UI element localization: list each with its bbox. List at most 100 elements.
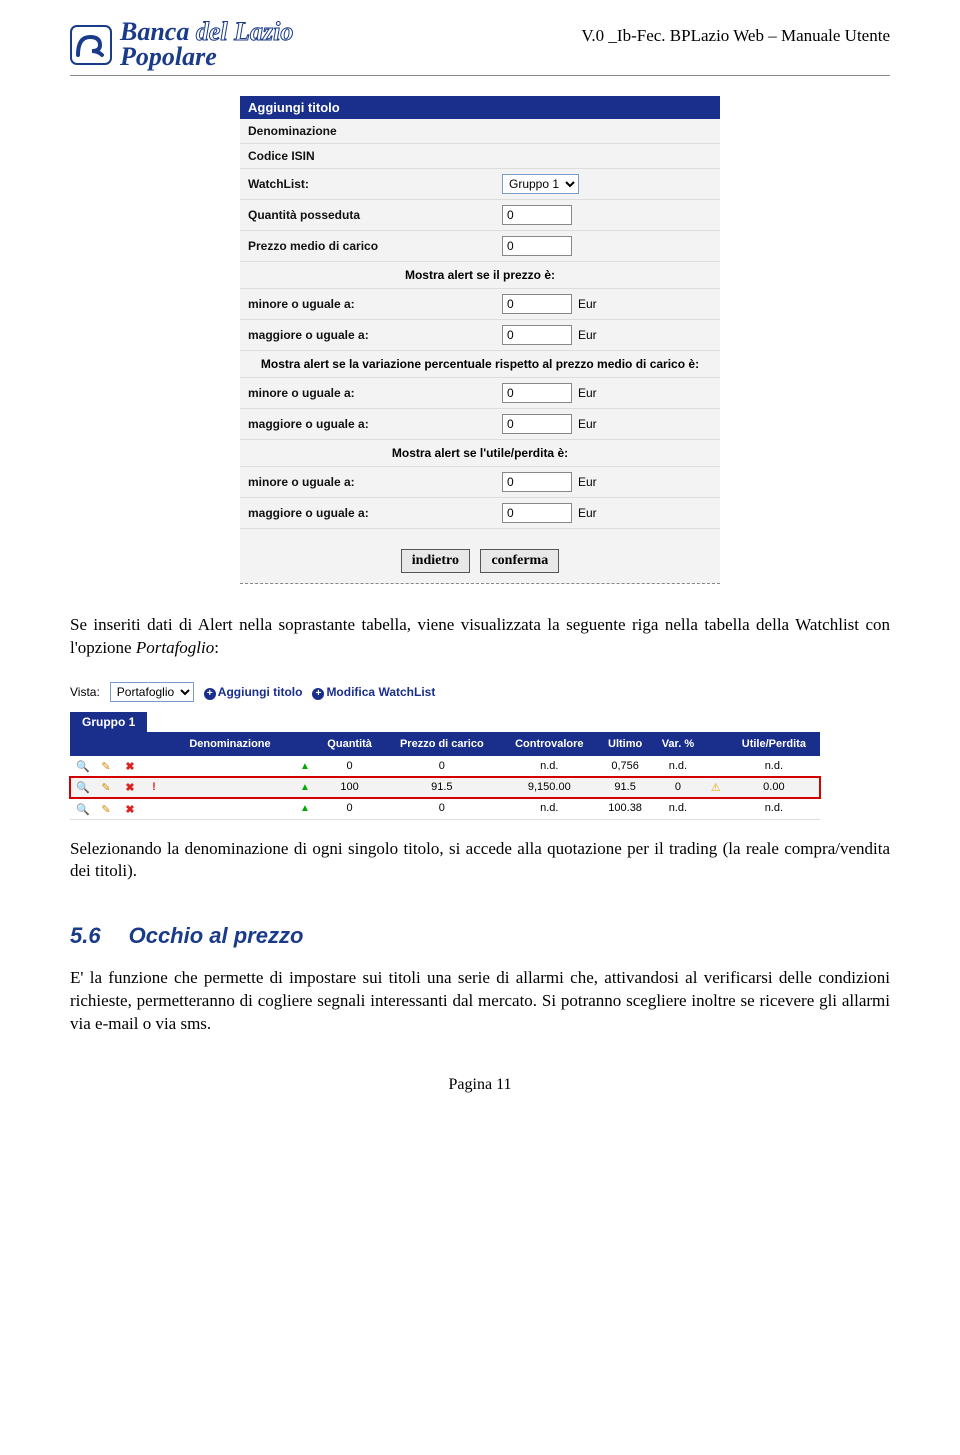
qty-input[interactable] xyxy=(502,205,572,225)
edit-icon[interactable]: ✎ xyxy=(100,760,112,772)
group-tab[interactable]: Gruppo 1 xyxy=(70,712,147,732)
watchlist-table: DenominazioneQuantitàPrezzo di caricoCon… xyxy=(70,732,820,819)
action-delete[interactable]: ✖ xyxy=(118,777,142,798)
countervalue-cell: n.d. xyxy=(500,756,598,777)
vista-section: Vista: Portafoglio +Aggiungi titolo +Mod… xyxy=(70,678,820,819)
table-header xyxy=(142,732,166,756)
watchlist-select[interactable]: Gruppo 1 xyxy=(502,174,579,194)
action-view[interactable]: 🔍 xyxy=(70,777,94,798)
delete-icon[interactable]: ✖ xyxy=(124,803,136,815)
table-header: Denominazione xyxy=(166,732,294,756)
price-ge-label: maggiore o uguale a: xyxy=(248,328,502,342)
unit: Eur xyxy=(578,506,597,520)
edit-icon[interactable]: ✎ xyxy=(100,781,112,793)
price-cell: 0 xyxy=(383,798,500,819)
denom-label: Denominazione xyxy=(248,124,712,138)
edit-icon[interactable]: ✎ xyxy=(100,803,112,815)
action-delete[interactable]: ✖ xyxy=(118,798,142,819)
back-button[interactable]: indietro xyxy=(401,549,470,573)
trend-up-icon: ▲ xyxy=(300,782,310,793)
magnify-icon[interactable]: 🔍 xyxy=(76,760,88,772)
trend-cell: ▲ xyxy=(294,798,316,819)
last-cell: 91.5 xyxy=(598,777,652,798)
paragraph-3: E' la funzione che permette di impostare… xyxy=(70,967,890,1036)
section-pl: Mostra alert se l'utile/perdita è: xyxy=(240,440,720,467)
pl-le-input[interactable] xyxy=(502,472,572,492)
price-le-input[interactable] xyxy=(502,294,572,314)
table-row: 🔍✎✖▲00n.d.0,756n.d.n.d. xyxy=(70,756,820,777)
confirm-button[interactable]: conferma xyxy=(480,549,559,573)
table-header xyxy=(704,732,728,756)
isin-label: Codice ISIN xyxy=(248,149,712,163)
action-edit[interactable]: ✎ xyxy=(94,798,118,819)
plus-icon: + xyxy=(204,688,216,700)
doc-title: V.0 _Ib-Fec. BPLazio Web – Manuale Utent… xyxy=(581,20,890,46)
pl-ge-input[interactable] xyxy=(502,503,572,523)
delete-icon[interactable]: ✖ xyxy=(124,781,136,793)
var-cell: n.d. xyxy=(652,756,704,777)
price-cell: 91.5 xyxy=(383,777,500,798)
trend-cell: ▲ xyxy=(294,756,316,777)
var-cell: 0 xyxy=(652,777,704,798)
heading-number: 5.6 xyxy=(70,923,101,948)
qty-cell: 0 xyxy=(316,798,383,819)
logo-icon xyxy=(70,25,112,65)
countervalue-cell: 9,150.00 xyxy=(500,777,598,798)
warning-icon: ⚠ xyxy=(710,781,722,793)
page-number: Pagina 11 xyxy=(70,1076,890,1094)
paragraph-2: Selezionando la denominazione di ogni si… xyxy=(70,838,890,884)
table-header xyxy=(118,732,142,756)
pmc-input[interactable] xyxy=(502,236,572,256)
unit: Eur xyxy=(578,297,597,311)
unit: Eur xyxy=(578,386,597,400)
modify-watchlist-link[interactable]: +Modifica WatchList xyxy=(312,685,435,700)
table-header: Utile/Perdita xyxy=(728,732,820,756)
countervalue-cell: n.d. xyxy=(500,798,598,819)
denom-cell xyxy=(166,756,294,777)
price-ge-input[interactable] xyxy=(502,325,572,345)
table-header: Ultimo xyxy=(598,732,652,756)
table-row: 🔍✎✖!▲10091.59,150.0091.50⚠0.00 xyxy=(70,777,820,798)
table-header: Controvalore xyxy=(500,732,598,756)
form-title: Aggiungi titolo xyxy=(240,96,720,119)
qty-cell: 0 xyxy=(316,756,383,777)
pl-cell: n.d. xyxy=(728,756,820,777)
denom-cell xyxy=(166,798,294,819)
table-row: 🔍✎✖▲00n.d.100.38n.d.n.d. xyxy=(70,798,820,819)
qty-label: Quantità posseduta xyxy=(248,208,502,222)
action-view[interactable]: 🔍 xyxy=(70,798,94,819)
price-cell: 0 xyxy=(383,756,500,777)
action-view[interactable]: 🔍 xyxy=(70,756,94,777)
qty-cell: 100 xyxy=(316,777,383,798)
pmc-label: Prezzo medio di carico xyxy=(248,239,502,253)
alert-cell: ! xyxy=(142,777,166,798)
add-title-link[interactable]: +Aggiungi titolo xyxy=(204,685,303,700)
logo-text-2: Popolare xyxy=(120,45,293,70)
vista-select[interactable]: Portafoglio xyxy=(110,682,194,702)
denom-cell xyxy=(166,777,294,798)
section-price: Mostra alert se il prezzo è: xyxy=(240,262,720,289)
var-cell: n.d. xyxy=(652,798,704,819)
table-header xyxy=(70,732,94,756)
var-le-input[interactable] xyxy=(502,383,572,403)
magnify-icon[interactable]: 🔍 xyxy=(76,803,88,815)
magnify-icon[interactable]: 🔍 xyxy=(76,781,88,793)
unit: Eur xyxy=(578,417,597,431)
warn-cell xyxy=(704,756,728,777)
action-delete[interactable]: ✖ xyxy=(118,756,142,777)
var-ge-input[interactable] xyxy=(502,414,572,434)
pl-cell: 0.00 xyxy=(728,777,820,798)
delete-icon[interactable]: ✖ xyxy=(124,760,136,772)
heading-text: Occhio al prezzo xyxy=(129,923,304,948)
table-header: Quantità xyxy=(316,732,383,756)
alert-icon: ! xyxy=(148,781,160,793)
pl-ge-label: maggiore o uguale a: xyxy=(248,506,502,520)
alert-cell xyxy=(142,798,166,819)
warn-cell: ⚠ xyxy=(704,777,728,798)
action-edit[interactable]: ✎ xyxy=(94,756,118,777)
watchlist-label: WatchList: xyxy=(248,177,502,191)
logo: Banca del Lazio Popolare xyxy=(70,20,293,69)
action-edit[interactable]: ✎ xyxy=(94,777,118,798)
pl-le-label: minore o uguale a: xyxy=(248,475,502,489)
trend-up-icon: ▲ xyxy=(300,761,310,772)
